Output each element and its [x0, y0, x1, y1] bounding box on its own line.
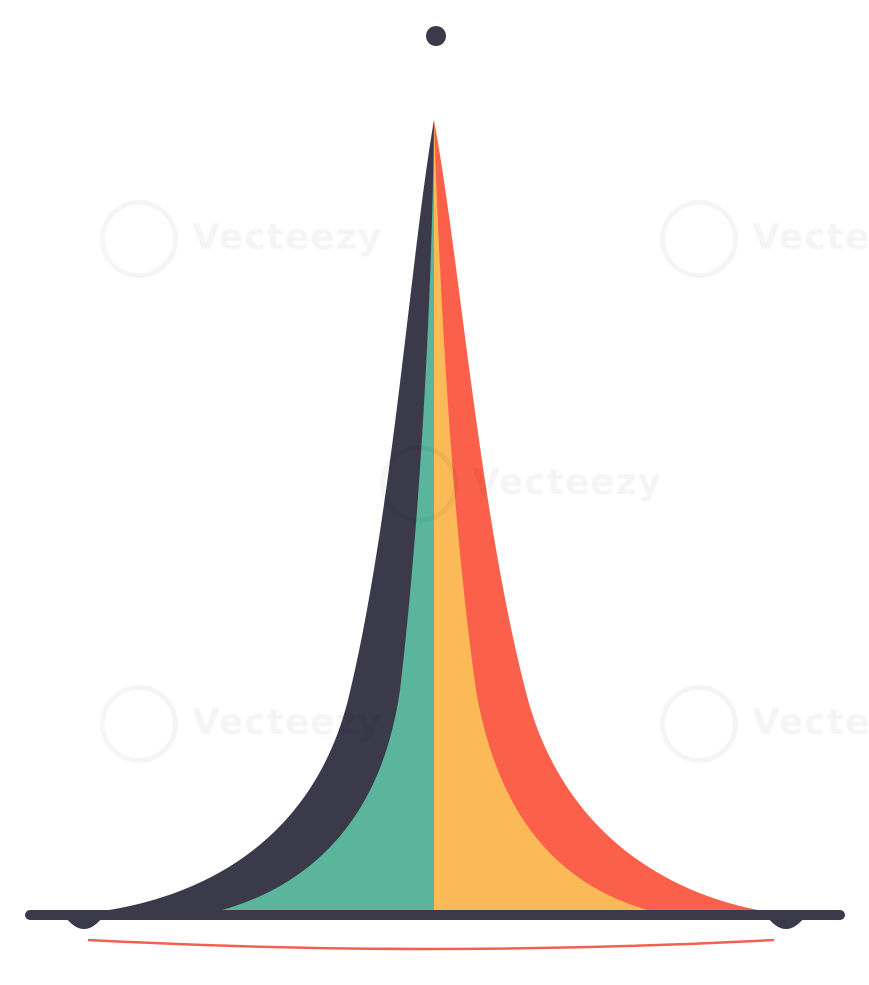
yellow-band — [434, 120, 655, 912]
dark-band — [95, 120, 434, 912]
left-foot — [66, 918, 102, 929]
apex-dot — [426, 26, 446, 46]
right-foot — [768, 918, 804, 929]
red-band — [434, 120, 770, 912]
underline — [87, 938, 775, 951]
green-band — [215, 120, 434, 912]
